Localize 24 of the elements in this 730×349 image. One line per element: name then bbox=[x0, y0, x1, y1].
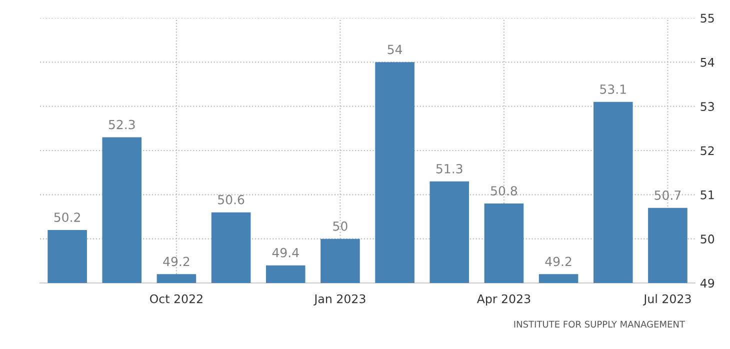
x-tick-label: Oct 2022 bbox=[150, 294, 202, 304]
y-tick-label: 55 bbox=[700, 14, 714, 23]
data-label: 50.8 bbox=[491, 186, 518, 196]
text: INSTITUTE FOR SUPPLY MANAGEMENT bbox=[514, 320, 686, 328]
y-tick-label: 49 bbox=[700, 278, 714, 288]
data-label: 49.4 bbox=[272, 248, 299, 258]
data-label: 52.3 bbox=[108, 120, 135, 130]
data-label: 53.1 bbox=[600, 84, 626, 94]
data-label: 50 bbox=[333, 221, 348, 231]
x-tick-label: Apr 2023 bbox=[476, 294, 530, 306]
y-tick-label: 53 bbox=[700, 102, 714, 111]
x-tick-label: Jul 2023 bbox=[643, 294, 691, 306]
data-label: 50.2 bbox=[54, 212, 80, 222]
data-label: 49.2 bbox=[163, 256, 190, 266]
y-tick-label: 54 bbox=[700, 58, 714, 67]
y-tick-label: 52 bbox=[700, 146, 714, 156]
data-label: 49.2 bbox=[545, 256, 572, 266]
data-label: 50.7 bbox=[654, 190, 681, 200]
data-label: 50.6 bbox=[218, 194, 244, 204]
data-label: 54 bbox=[388, 44, 402, 54]
data-label: 51.3 bbox=[436, 164, 462, 174]
y-tick-label: 51 bbox=[700, 190, 714, 200]
x-tick-label: Jan 2023 bbox=[314, 294, 366, 306]
y-tick-label: 50 bbox=[700, 234, 714, 244]
